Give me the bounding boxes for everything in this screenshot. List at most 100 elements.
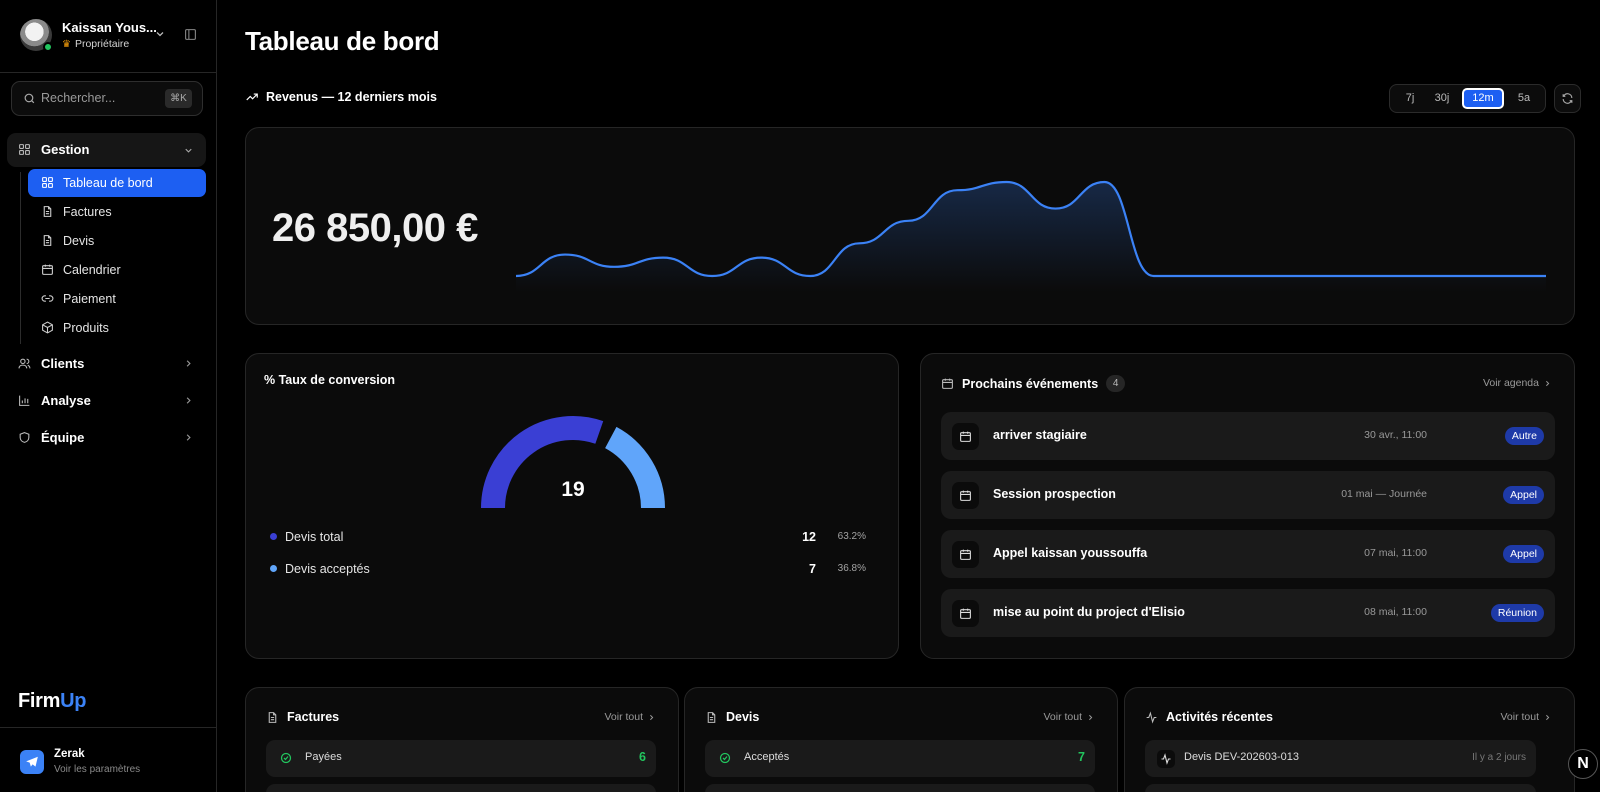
see-all-label: Voir tout	[1043, 711, 1082, 723]
crown-icon: ♛	[62, 38, 71, 50]
quotes-see-all-link[interactable]: Voir tout	[1043, 711, 1095, 723]
chevron-right-icon	[183, 432, 194, 443]
sidebar-item-label: Analyse	[41, 393, 91, 408]
activity-label: Devis DEV-202603-013	[1184, 751, 1299, 763]
conversion-card: % Taux de conversion 19 Devis total 12 6…	[245, 353, 899, 659]
range-5a[interactable]: 5a	[1517, 92, 1531, 104]
chevron-down-icon	[183, 145, 194, 156]
event-title: mise au point du project d'Elisio	[993, 605, 1185, 619]
nav-group-gestion[interactable]: Gestion	[7, 133, 206, 167]
chevron-down-icon[interactable]	[154, 28, 166, 40]
refresh-button[interactable]	[1554, 84, 1581, 113]
event-row[interactable]: arriver stagiaire 30 avr., 11:00 Autre	[941, 412, 1555, 460]
event-type-badge: Appel	[1503, 545, 1544, 563]
user-role-label: Propriétaire	[74, 38, 130, 50]
range-12m[interactable]: 12m	[1462, 88, 1504, 109]
event-row[interactable]: Session prospection 01 mai — Journée App…	[941, 471, 1555, 519]
activity-see-all-link[interactable]: Voir tout	[1500, 711, 1552, 723]
file-icon	[707, 711, 716, 723]
gauge-segment-devis-total	[481, 416, 604, 509]
sidebar-item-tableau-de-bord[interactable]: Tableau de bord	[28, 169, 206, 197]
range-7j[interactable]: 7j	[1405, 92, 1415, 104]
conversion-gauge	[481, 416, 665, 509]
settings-footer[interactable]: Zerak Voir les paramètres	[0, 727, 216, 792]
invoices-status-row-next[interactable]	[266, 784, 656, 792]
sidebar-item-clients[interactable]: Clients	[7, 349, 206, 379]
calendar-icon	[41, 263, 54, 276]
brand-part2: Up	[60, 690, 87, 712]
activity-title-label: Activités récentes	[1166, 710, 1274, 724]
legend-devis-acceptes: Devis acceptés 7 36.8%	[270, 560, 866, 580]
sidebar-item-label: Produits	[63, 321, 109, 335]
telegram-icon	[20, 750, 44, 774]
quotes-status-row-next[interactable]	[705, 784, 1095, 792]
sidebar-item-factures[interactable]: Factures	[28, 198, 206, 226]
sidebar-item-equipe[interactable]: Équipe	[7, 423, 206, 453]
legend-dot	[270, 533, 277, 540]
events-agenda-label: Voir agenda	[1482, 377, 1539, 389]
footer-settings-link[interactable]: Voir les paramètres	[54, 764, 141, 775]
see-all-label: Voir tout	[1500, 711, 1539, 723]
invoices-title-label: Factures	[287, 710, 340, 724]
user-switcher[interactable]: Kaissan Yous... ♛ Propriétaire	[0, 0, 216, 73]
sidebar-item-produits[interactable]: Produits	[28, 314, 206, 342]
activity-icon	[1157, 750, 1175, 768]
submenu-guide-line	[20, 172, 21, 344]
status-count: 7	[1078, 750, 1085, 764]
chevron-right-icon	[183, 395, 194, 406]
sidebar-item-label: Devis	[63, 234, 95, 248]
range-30j[interactable]: 30j	[1434, 92, 1450, 104]
legend-label: Devis total	[285, 530, 344, 544]
sidebar-item-calendrier[interactable]: Calendrier	[28, 256, 206, 284]
range-selector: 7j 30j 12m 5a	[1389, 84, 1546, 113]
sidebar-item-analyse[interactable]: Analyse	[7, 386, 206, 416]
nav-group-label: Gestion	[41, 142, 90, 157]
activity-row-next[interactable]	[1145, 784, 1536, 792]
event-row[interactable]: mise au point du project d'Elisio 08 mai…	[941, 589, 1555, 637]
trending-up-icon	[246, 93, 258, 101]
online-status-dot	[43, 42, 53, 52]
invoices-title: Factures	[266, 710, 339, 724]
search-icon	[23, 92, 36, 105]
events-agenda-link[interactable]: Voir agenda	[1483, 377, 1552, 389]
sidebar-toggle-icon[interactable]	[184, 28, 197, 41]
footer-name: Zerak	[54, 748, 85, 760]
sidebar-item-label: Tableau de bord	[63, 176, 153, 190]
events-title-label: Prochains événements	[962, 376, 1099, 391]
event-type-badge: Réunion	[1490, 604, 1544, 622]
revenue-line	[516, 180, 1546, 278]
see-all-label: Voir tout	[604, 711, 643, 723]
shield-icon	[18, 431, 31, 444]
invoices-see-all-link[interactable]: Voir tout	[604, 711, 656, 723]
calendar-icon	[952, 541, 979, 568]
sidebar-item-paiement[interactable]: Paiement	[28, 285, 206, 313]
calendar-icon	[952, 482, 979, 509]
brand-logo[interactable]: FirmUp	[18, 690, 87, 713]
bar-chart-icon	[18, 394, 31, 407]
sidebar-item-label: Calendrier	[63, 263, 121, 277]
event-title: Session prospection	[993, 487, 1116, 501]
conversion-title: % Taux de conversion	[264, 373, 396, 387]
chevron-right-icon	[650, 714, 654, 720]
sidebar-item-label: Factures	[63, 205, 112, 219]
activity-row[interactable]: Devis DEV-202603-013 Il y a 2 jours	[1145, 740, 1536, 777]
sidebar-item-devis[interactable]: Devis	[28, 227, 206, 255]
invoices-status-row[interactable]: Payées 6	[266, 740, 656, 777]
nextjs-dev-button[interactable]: N	[1568, 749, 1598, 779]
user-name: Kaissan Yous...	[62, 20, 157, 35]
events-count-badge: 4	[1106, 375, 1126, 392]
search-input[interactable]: Rechercher... ⌘K	[11, 81, 203, 116]
sidebar: Kaissan Yous... ♛ Propriétaire Recherche…	[0, 0, 217, 792]
search-shortcut: ⌘K	[165, 89, 192, 108]
calendar-icon	[952, 423, 979, 450]
event-row[interactable]: Appel kaissan youssouffa 07 mai, 11:00 A…	[941, 530, 1555, 578]
quotes-title: Devis	[705, 710, 759, 724]
sidebar-item-label: Clients	[41, 356, 85, 371]
check-circle-icon	[280, 752, 292, 764]
quotes-status-row[interactable]: Acceptés 7	[705, 740, 1095, 777]
activity-time: Il y a 2 jours	[1472, 752, 1526, 763]
legend-label: Devis acceptés	[285, 562, 370, 576]
calendar-icon	[952, 600, 979, 627]
link-icon	[41, 292, 54, 305]
status-label: Payées	[305, 751, 342, 763]
